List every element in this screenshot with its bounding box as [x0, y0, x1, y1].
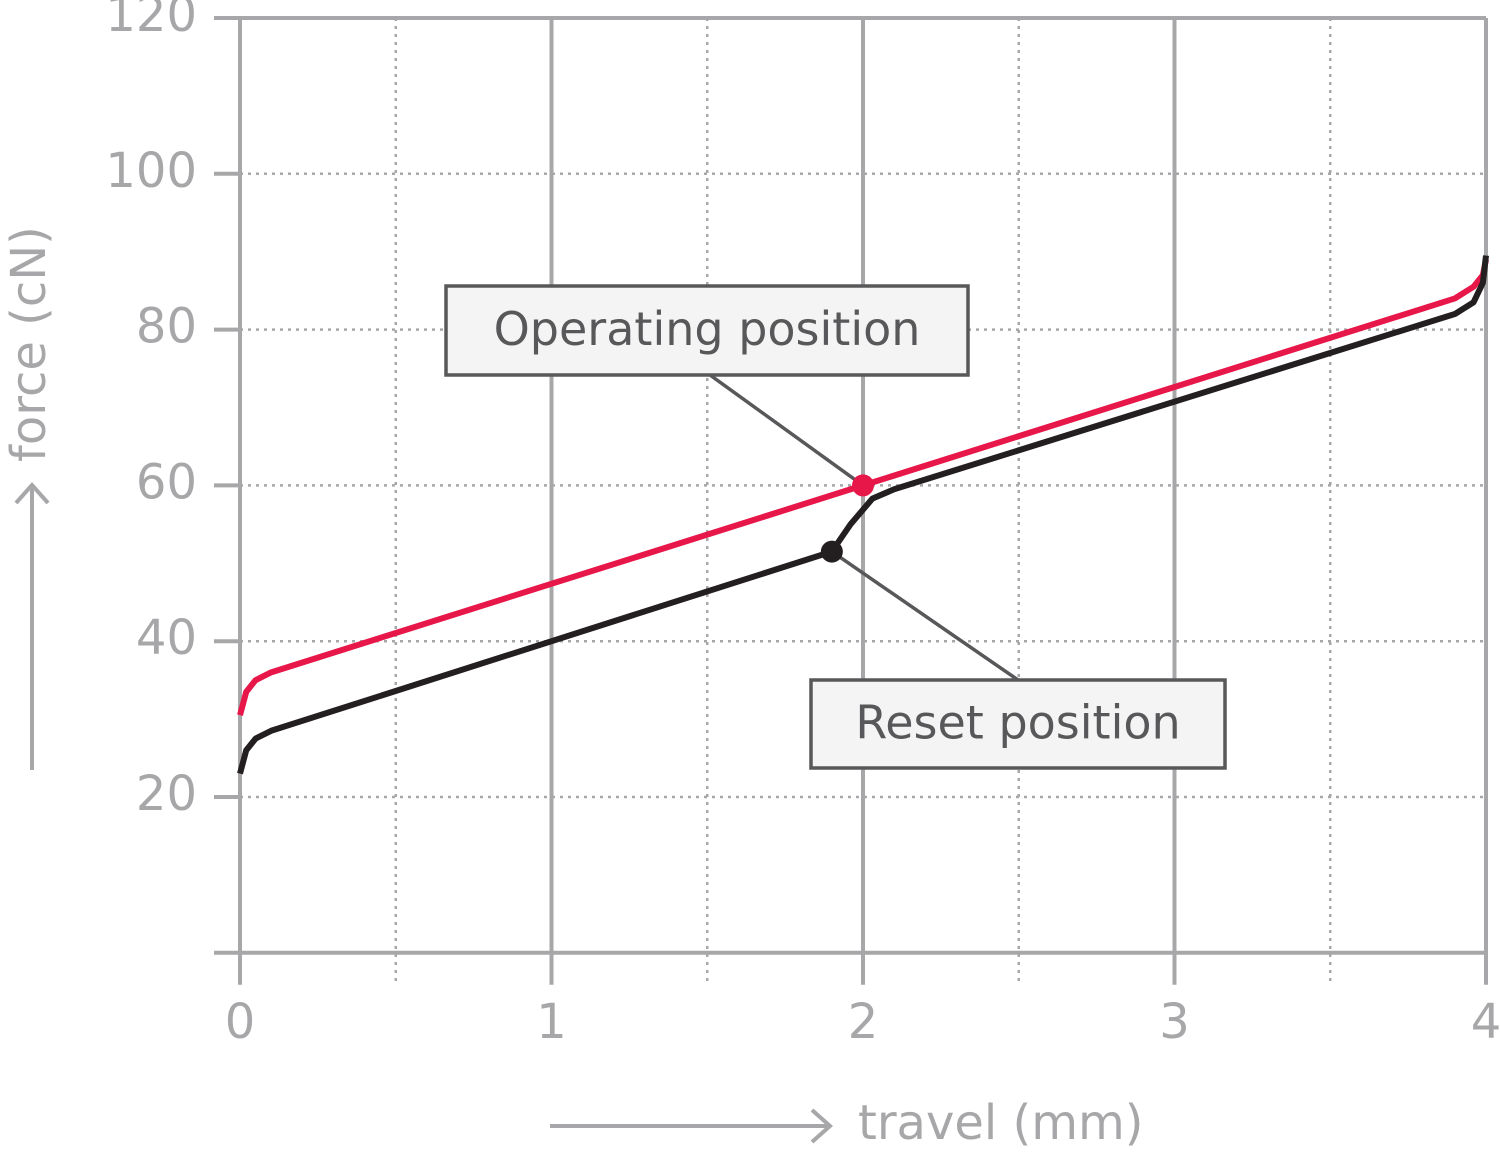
marker	[820, 540, 843, 563]
callout-text: Operating position	[494, 302, 921, 356]
series-line	[237, 255, 1489, 775]
callout-box	[444, 284, 970, 377]
y-tick-label: 80	[136, 299, 197, 355]
marker	[852, 474, 874, 497]
x-axis-label: travel (mm)	[858, 1095, 1143, 1151]
x-tick-label: 4	[1471, 994, 1500, 1050]
x-tick-label: 0	[225, 994, 256, 1050]
leader-line	[708, 373, 865, 487]
y-axis-label: force (cN)	[1, 226, 57, 462]
y-tick-label: 20	[136, 766, 197, 822]
leader-line	[830, 550, 1019, 682]
y-tick-label: 60	[136, 454, 197, 510]
callout-box	[809, 678, 1227, 770]
callout-text: Reset position	[855, 696, 1180, 750]
x-arrow-head	[810, 1108, 834, 1144]
y-arrow-head	[14, 481, 50, 505]
y-tick-label: 100	[105, 143, 197, 199]
y-tick-label: 40	[136, 610, 197, 666]
x-tick-label: 3	[1159, 994, 1190, 1050]
x-tick-label: 2	[848, 994, 879, 1050]
x-tick-label: 1	[536, 994, 567, 1050]
y-tick-label: 120	[105, 0, 197, 43]
